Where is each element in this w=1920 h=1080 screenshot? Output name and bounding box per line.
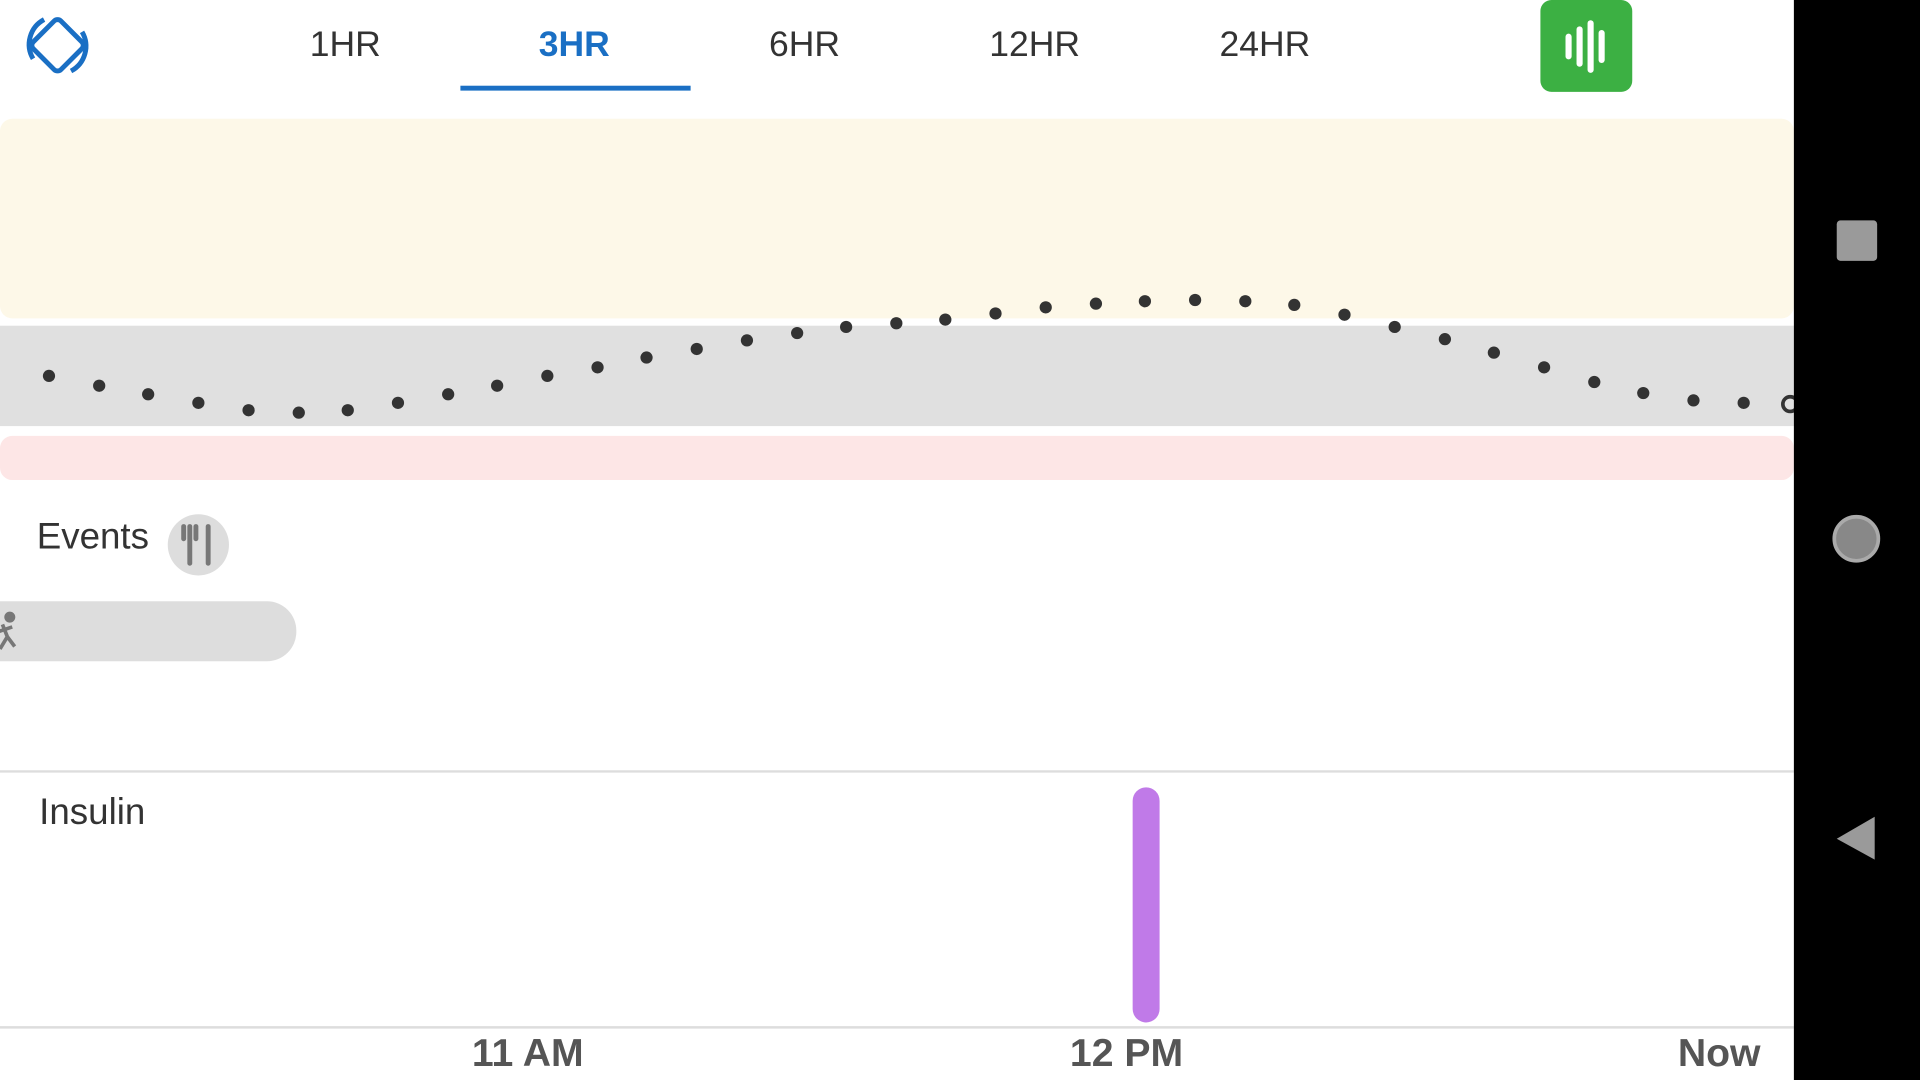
insulin-label: Insulin (39, 791, 145, 832)
tab-indicator (460, 85, 691, 91)
tab-bar: 1HR 3HR 6HR 12HR 24HR (310, 24, 1310, 64)
time-label: Now (1678, 1032, 1761, 1075)
recents-button[interactable] (1836, 220, 1878, 261)
tab[interactable]: 6HR (769, 24, 840, 64)
insulin-dose (1132, 787, 1160, 1023)
tab[interactable]: 12HR (989, 24, 1080, 64)
meal-button[interactable] (167, 514, 229, 576)
time-label: 12 PM (1070, 1032, 1183, 1075)
back-button[interactable] (1836, 816, 1875, 860)
activity-bar (0, 601, 297, 662)
rotate-button[interactable] (26, 17, 89, 74)
tab[interactable]: 3HR (539, 24, 610, 64)
low-band (0, 435, 1794, 480)
glucose-trace (42, 293, 1800, 419)
stats-button[interactable] (1540, 0, 1633, 92)
time-axis: 11 AM 12 PM Now (472, 1032, 1761, 1075)
tab[interactable]: 24HR (1220, 24, 1311, 64)
tab[interactable]: 1HR (310, 24, 381, 64)
activity-icon (0, 611, 17, 650)
time-label: 11 AM (472, 1032, 584, 1075)
events-label: Events (37, 515, 149, 556)
target-band (0, 325, 1794, 427)
home-button[interactable] (1832, 514, 1881, 563)
high-band (0, 118, 1794, 319)
